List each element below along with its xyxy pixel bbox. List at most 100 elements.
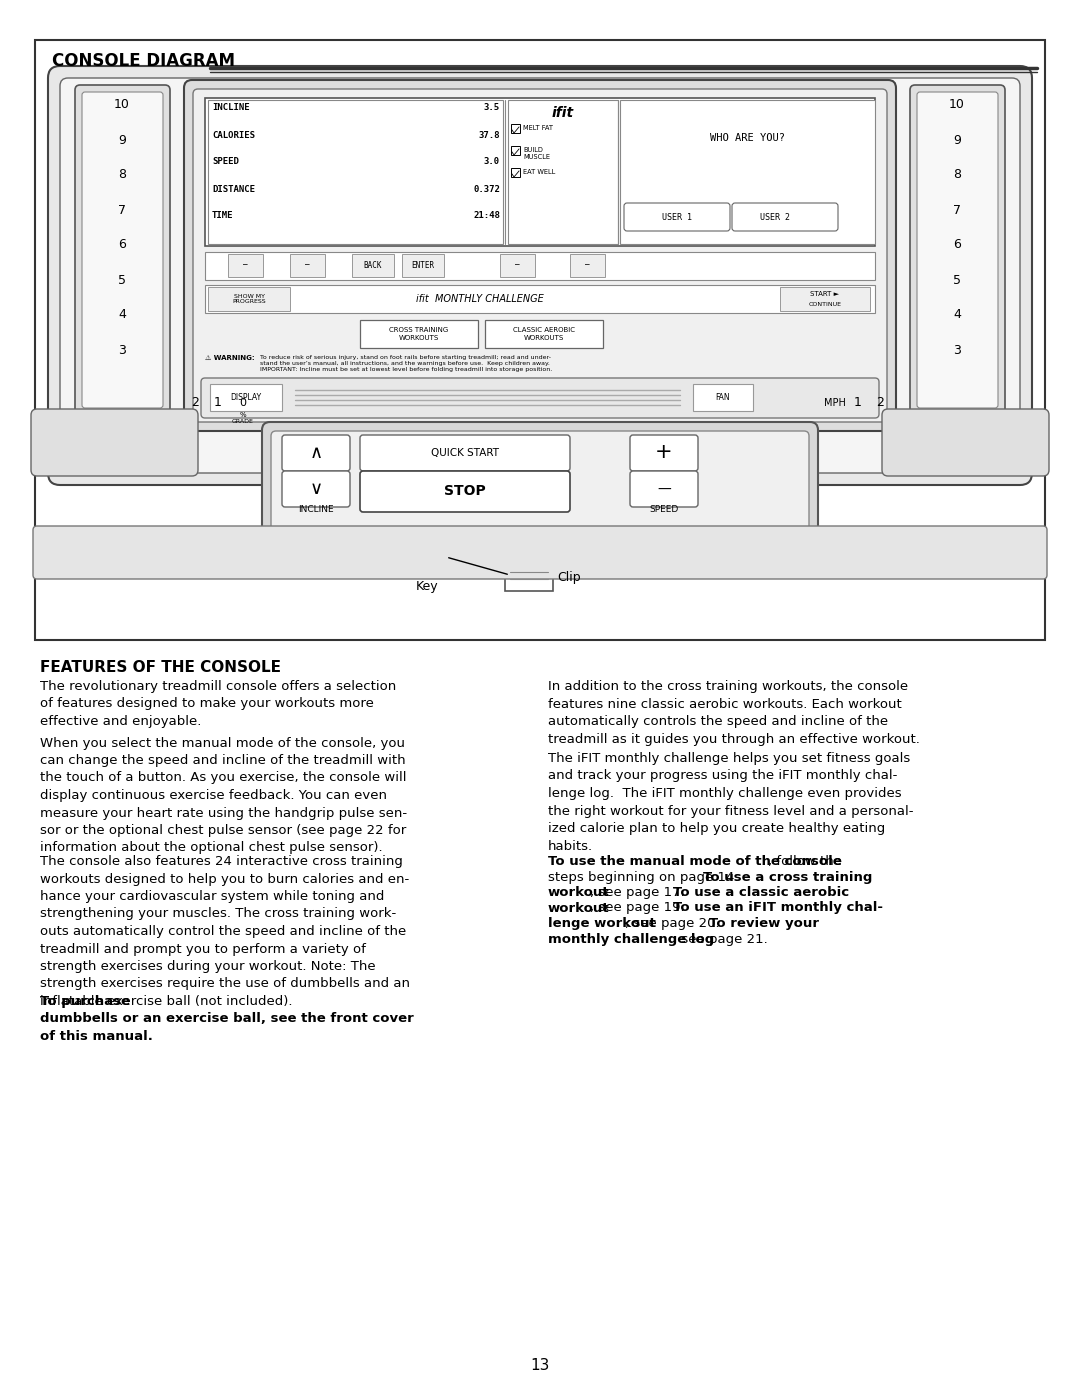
Bar bbox=[511, 124, 519, 133]
Bar bbox=[210, 384, 282, 411]
Text: steps beginning on page 14.: steps beginning on page 14. bbox=[548, 870, 743, 883]
Text: ⚠ WARNING:: ⚠ WARNING: bbox=[205, 355, 255, 360]
Text: , see page 21.: , see page 21. bbox=[673, 933, 768, 946]
Text: 3: 3 bbox=[953, 344, 961, 356]
Text: 5: 5 bbox=[953, 274, 961, 286]
FancyBboxPatch shape bbox=[201, 379, 879, 418]
Text: , see page 20.: , see page 20. bbox=[625, 916, 725, 930]
FancyBboxPatch shape bbox=[193, 89, 887, 422]
FancyBboxPatch shape bbox=[282, 434, 350, 471]
Circle shape bbox=[423, 548, 431, 556]
Text: —: — bbox=[515, 260, 519, 270]
Text: %: % bbox=[240, 412, 246, 418]
Bar bbox=[620, 101, 875, 244]
Text: CONSOLE DIAGRAM: CONSOLE DIAGRAM bbox=[52, 52, 235, 70]
Text: CALORIES: CALORIES bbox=[212, 130, 255, 140]
Text: workout: workout bbox=[548, 901, 609, 915]
Bar bbox=[693, 384, 753, 411]
Bar bbox=[500, 254, 535, 277]
Bar bbox=[511, 147, 519, 155]
FancyBboxPatch shape bbox=[360, 471, 570, 511]
FancyBboxPatch shape bbox=[75, 85, 170, 415]
Bar bbox=[205, 251, 875, 279]
Text: ifit: ifit bbox=[552, 106, 575, 120]
Text: USER 2: USER 2 bbox=[760, 212, 789, 222]
Text: The revolutionary treadmill console offers a selection
of features designed to m: The revolutionary treadmill console offe… bbox=[40, 680, 396, 728]
FancyBboxPatch shape bbox=[882, 409, 1049, 476]
Text: To use the manual mode of the console: To use the manual mode of the console bbox=[548, 855, 841, 868]
FancyBboxPatch shape bbox=[910, 85, 1005, 415]
Text: workout: workout bbox=[548, 886, 609, 900]
Text: BACK: BACK bbox=[364, 260, 382, 270]
Text: USER 1: USER 1 bbox=[662, 212, 692, 222]
Text: monthly challenge log: monthly challenge log bbox=[548, 933, 714, 946]
Text: 37.8: 37.8 bbox=[478, 130, 500, 140]
Text: 1: 1 bbox=[214, 397, 221, 409]
Text: 3.0: 3.0 bbox=[484, 158, 500, 166]
Text: To review your: To review your bbox=[708, 916, 819, 930]
FancyBboxPatch shape bbox=[82, 92, 163, 408]
FancyBboxPatch shape bbox=[917, 92, 998, 408]
Bar bbox=[208, 101, 503, 244]
Text: 8: 8 bbox=[118, 169, 126, 182]
Text: QUICK START: QUICK START bbox=[431, 448, 499, 458]
Bar bbox=[205, 285, 875, 313]
Bar bbox=[291, 254, 325, 277]
FancyBboxPatch shape bbox=[732, 203, 838, 231]
Text: 8: 8 bbox=[953, 169, 961, 182]
Text: To use a classic aerobic: To use a classic aerobic bbox=[673, 886, 849, 900]
Text: When you select the manual mode of the console, you
can change the speed and inc: When you select the manual mode of the c… bbox=[40, 736, 407, 855]
Text: To reduce risk of serious injury, stand on foot rails before starting treadmill;: To reduce risk of serious injury, stand … bbox=[260, 355, 552, 372]
Text: 7: 7 bbox=[953, 204, 961, 217]
Text: —: — bbox=[657, 483, 671, 497]
Bar bbox=[402, 254, 444, 277]
Text: —: — bbox=[243, 260, 247, 270]
Text: WHO ARE YOU?: WHO ARE YOU? bbox=[710, 133, 784, 142]
Bar bbox=[485, 320, 603, 348]
Bar bbox=[352, 254, 394, 277]
Text: 10: 10 bbox=[949, 99, 964, 112]
Text: ENTER: ENTER bbox=[411, 260, 434, 270]
Text: 2: 2 bbox=[876, 397, 883, 409]
Text: 0: 0 bbox=[240, 398, 246, 408]
Text: FAN: FAN bbox=[716, 393, 730, 401]
FancyBboxPatch shape bbox=[624, 203, 730, 231]
Circle shape bbox=[408, 534, 446, 571]
Bar bbox=[780, 286, 870, 312]
Text: INCLINE: INCLINE bbox=[298, 506, 334, 514]
Text: 9: 9 bbox=[118, 134, 126, 147]
Text: SPEED: SPEED bbox=[212, 158, 239, 166]
FancyBboxPatch shape bbox=[31, 409, 198, 476]
Bar bbox=[360, 320, 478, 348]
Bar bbox=[205, 98, 875, 246]
FancyBboxPatch shape bbox=[48, 66, 1032, 485]
Bar bbox=[508, 101, 618, 244]
Text: 6: 6 bbox=[118, 239, 126, 251]
Text: STOP: STOP bbox=[444, 483, 486, 497]
Text: To purchase
dumbbells or an exercise ball, see the front cover
of this manual.: To purchase dumbbells or an exercise bal… bbox=[40, 995, 414, 1042]
Text: Clip: Clip bbox=[557, 570, 581, 584]
Text: ifit  MONTHLY CHALLENGE: ifit MONTHLY CHALLENGE bbox=[416, 293, 544, 305]
FancyBboxPatch shape bbox=[184, 80, 896, 432]
FancyBboxPatch shape bbox=[360, 434, 570, 471]
Text: 0.372: 0.372 bbox=[473, 184, 500, 194]
Bar bbox=[228, 254, 264, 277]
Bar bbox=[35, 41, 1045, 640]
Text: —: — bbox=[584, 260, 590, 270]
Text: GRADE: GRADE bbox=[232, 419, 254, 425]
Text: SPEED: SPEED bbox=[649, 506, 678, 514]
Text: 10: 10 bbox=[114, 99, 130, 112]
Text: To use an iFIT monthly chal-: To use an iFIT monthly chal- bbox=[673, 901, 883, 915]
Text: The iFIT monthly challenge helps you set fitness goals
and track your progress u: The iFIT monthly challenge helps you set… bbox=[548, 752, 914, 852]
Text: 1: 1 bbox=[854, 397, 862, 409]
Text: START ►: START ► bbox=[810, 291, 839, 298]
Text: ∨: ∨ bbox=[310, 481, 323, 497]
FancyBboxPatch shape bbox=[630, 434, 698, 471]
Text: CONTINUE: CONTINUE bbox=[809, 302, 841, 306]
Text: , see page 19.: , see page 19. bbox=[590, 901, 689, 915]
Text: lenge workout: lenge workout bbox=[548, 916, 656, 930]
Text: MPH: MPH bbox=[824, 398, 846, 408]
Circle shape bbox=[416, 541, 438, 563]
FancyBboxPatch shape bbox=[271, 432, 809, 543]
FancyBboxPatch shape bbox=[262, 422, 818, 553]
